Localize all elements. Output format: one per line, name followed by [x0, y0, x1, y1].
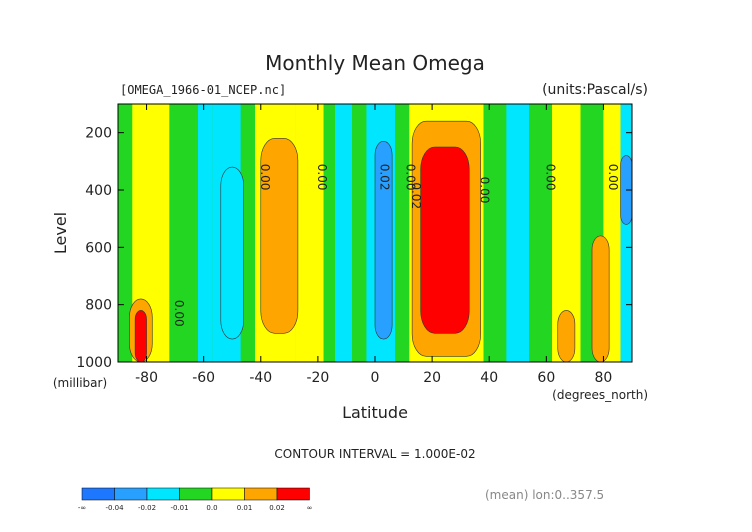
contour-band-12: [394, 104, 410, 362]
contour-label-7: 0.00: [543, 164, 557, 191]
contour-field: 0.000.00 0.00 0.02 0.000.02 0.00 0.00 0.00: [118, 104, 632, 362]
contour-label-3: 0.02: [378, 164, 392, 191]
contour-label-8: 0.00: [606, 164, 620, 191]
legend-label-2: -0.02: [138, 504, 156, 512]
x-tick-label-3: -20: [306, 370, 329, 386]
x-axis-label: Latitude: [342, 403, 408, 422]
y-tick-label-0: 200: [85, 126, 112, 142]
legend-swatch-6: [276, 487, 310, 501]
contour-region-8: [591, 235, 610, 362]
x-tick-label-8: 80: [595, 370, 613, 386]
y-tick-label-3: 800: [85, 298, 112, 314]
legend-swatch-4: [211, 487, 245, 501]
legend-label-1: -0.04: [105, 504, 124, 512]
contour-band-2: [169, 104, 198, 362]
color-legend: -∞ -0.04 -0.02 -0.01 0.0 0.01 0.02 ∞: [78, 487, 313, 512]
contour-interval-text: CONTOUR INTERVAL = 1.000E-02: [274, 447, 475, 461]
contour-label-4: 0.00: [403, 164, 417, 191]
contour-band-14: [483, 104, 507, 362]
legend-label-7: ∞: [307, 504, 313, 512]
contour-label-6: 0.00: [478, 177, 492, 204]
contour-label-0: 0.00: [172, 300, 186, 327]
contour-region-7: [557, 310, 576, 362]
x-tick-label-2: -40: [249, 370, 272, 386]
x-tick-label-6: 40: [480, 370, 498, 386]
contour-band-16: [529, 104, 553, 362]
legend-swatch-1: [114, 487, 148, 501]
y-axis: 200 400 600 800 1000: [76, 126, 632, 371]
contour-label-1: 0.00: [258, 164, 272, 191]
contour-region-6: [134, 310, 147, 362]
y-axis-units: (millibar): [53, 376, 107, 390]
y-tick-label-2: 600: [85, 240, 112, 256]
contour-band-20: [620, 104, 632, 362]
x-tick-label-4: 0: [371, 370, 380, 386]
legend-label-0: -∞: [78, 504, 86, 512]
contour-band-7: [295, 104, 324, 362]
x-tick-label-5: 20: [423, 370, 441, 386]
legend-label-6: 0.02: [269, 504, 285, 512]
contour-band-3: [197, 104, 213, 362]
contour-region-0: [260, 138, 299, 334]
source-label: [OMEGA_1966-01_NCEP.nc]: [120, 83, 286, 97]
x-tick-label-1: -60: [192, 370, 215, 386]
contour-region-2: [374, 140, 393, 340]
contour-band-10: [352, 104, 367, 362]
chart-title: Monthly Mean Omega: [265, 51, 485, 75]
footnote: (mean) lon:0..357.5: [485, 488, 604, 502]
legend-swatch-0: [81, 487, 115, 501]
units-label: (units:Pascal/s): [542, 82, 648, 98]
contour-band-8: [323, 104, 336, 362]
contour-band-9: [335, 104, 353, 362]
legend-label-5: 0.01: [237, 504, 253, 512]
legend-swatch-5: [244, 487, 278, 501]
x-axis: -80 -60 -40 -20 0 20 40 60 80: [135, 104, 612, 386]
contour-band-5: [240, 104, 256, 362]
legend-swatch-3: [179, 487, 213, 501]
contour-band-0: [118, 104, 133, 362]
contour-band-15: [506, 104, 530, 362]
legend-swatch-2: [146, 487, 180, 501]
y-tick-label-1: 400: [85, 183, 112, 199]
x-tick-label-0: -80: [135, 370, 158, 386]
contour-label-5: 0.02: [409, 182, 423, 209]
legend-label-4: 0.0: [206, 504, 217, 512]
y-tick-label-4: 1000: [76, 355, 112, 371]
legend-label-3: -0.01: [170, 504, 188, 512]
contour-region-1: [220, 166, 244, 340]
contour-label-2: 0.00: [315, 164, 329, 191]
contour-region-4: [420, 146, 470, 334]
x-axis-units: (degrees_north): [552, 388, 648, 402]
x-tick-label-7: 60: [537, 370, 555, 386]
y-axis-label: Level: [51, 212, 70, 254]
